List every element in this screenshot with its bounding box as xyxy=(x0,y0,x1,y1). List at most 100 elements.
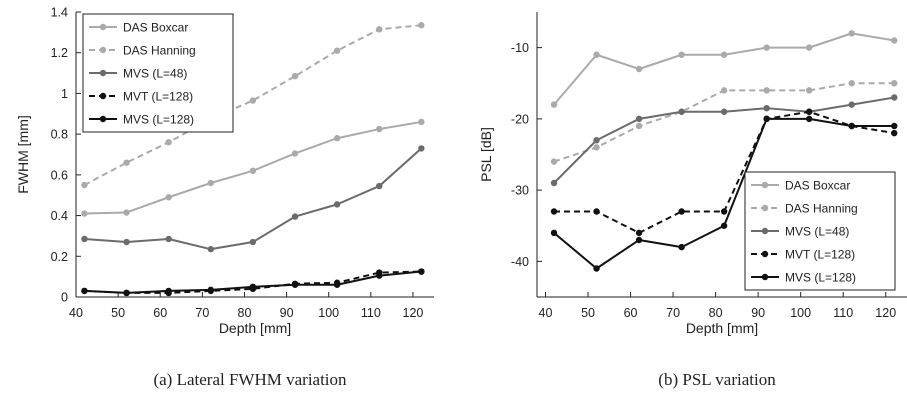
figure-caption: (a) Lateral FWHM variation xyxy=(153,370,347,389)
series-point xyxy=(720,108,728,115)
series-point xyxy=(720,87,728,94)
x-tick-label: 60 xyxy=(624,306,638,320)
series-point xyxy=(165,194,172,201)
series-point xyxy=(333,47,341,54)
series-point xyxy=(376,182,383,190)
series-point xyxy=(593,51,600,58)
series-point xyxy=(805,87,813,94)
series-point xyxy=(207,179,214,187)
legend-entry-label: MVT (L=128) xyxy=(785,248,855,262)
legend-marker xyxy=(99,46,107,54)
series-point xyxy=(376,26,383,33)
series-point xyxy=(848,122,855,130)
y-tick-label: 0.2 xyxy=(51,250,68,264)
x-tick-label: 50 xyxy=(111,306,125,320)
series-point xyxy=(207,245,214,253)
series-point xyxy=(635,65,643,73)
x-tick-label: 70 xyxy=(666,306,680,320)
y-tick-label: 0.4 xyxy=(51,209,68,223)
series-point xyxy=(81,210,88,217)
x-axis-label: Depth [mm] xyxy=(219,320,291,336)
legend-entry-label: MVS (L=128) xyxy=(123,113,194,127)
series-point xyxy=(81,287,88,295)
series-point xyxy=(550,179,558,187)
x-tick-label: 90 xyxy=(751,306,765,320)
series-point xyxy=(678,208,685,215)
y-tick-label: 0 xyxy=(61,291,68,305)
series-point xyxy=(891,80,898,87)
series-point xyxy=(763,104,770,112)
series-line-1 xyxy=(83,24,422,186)
series-point xyxy=(418,118,425,126)
y-tick-label: -40 xyxy=(511,255,529,269)
series-point xyxy=(593,265,600,272)
series-point xyxy=(550,158,558,165)
series-point xyxy=(635,115,643,123)
series-point xyxy=(720,208,728,215)
series-point xyxy=(805,108,813,115)
legend: DAS Boxcar DAS Hanning MVS (L=48) MVT (L=12… xyxy=(744,171,896,291)
psl-chart: 40 50 60 70 80 90 100 110 120 -40 -30 -20 -10 Depth [… xyxy=(478,12,907,389)
series-point xyxy=(891,94,898,101)
series-point xyxy=(635,236,643,244)
legend-entry-label: MVT (L=128) xyxy=(123,90,193,104)
y-tick-label: 1.4 xyxy=(51,6,68,20)
series-point xyxy=(763,87,770,94)
series-point xyxy=(249,97,257,104)
legend-marker xyxy=(761,204,769,212)
series-point xyxy=(805,44,813,51)
series-point xyxy=(376,272,383,279)
legend-marker xyxy=(761,273,769,281)
series-point xyxy=(123,209,130,216)
y-tick-label: 1 xyxy=(61,87,68,101)
legend-marker xyxy=(761,250,769,258)
series-point xyxy=(593,137,600,144)
series-point xyxy=(678,243,685,251)
y-tick-label: -30 xyxy=(511,184,529,198)
series-point xyxy=(81,235,88,243)
series-point xyxy=(123,159,130,166)
series-point xyxy=(418,268,425,275)
x-tick-label: 50 xyxy=(581,306,595,320)
y-axis-label: FWHM [mm] xyxy=(15,115,31,194)
series-point xyxy=(805,115,813,123)
series-point xyxy=(333,135,341,142)
series-point xyxy=(550,229,558,237)
y-axis-label: PSL [dB] xyxy=(478,127,494,182)
series-point xyxy=(763,115,770,123)
legend-marker xyxy=(99,23,107,31)
series-line-2 xyxy=(84,147,423,251)
series-point xyxy=(291,213,299,220)
x-tick-label: 120 xyxy=(403,306,424,320)
fwhm-chart: 40 50 60 70 80 90 100 110 120 0 0.2 0.4 0.6 0.8 1 1.2 1.… xyxy=(15,6,434,389)
x-tick-label: 100 xyxy=(318,306,339,320)
legend-marker xyxy=(761,227,769,235)
series-point xyxy=(291,72,299,80)
series-point xyxy=(81,181,88,189)
series-point xyxy=(333,281,341,288)
series-point xyxy=(891,129,898,137)
series-line-3 xyxy=(84,270,422,294)
series-point xyxy=(635,122,643,130)
legend-entry-label: MVS (L=48) xyxy=(123,67,187,81)
series-point xyxy=(165,139,172,146)
series-point xyxy=(291,150,299,157)
y-tick-label: -20 xyxy=(511,112,529,126)
x-tick-label: 120 xyxy=(875,306,896,320)
legend-marker xyxy=(99,92,107,100)
series-point xyxy=(678,108,685,115)
series-point xyxy=(123,238,130,246)
series-point xyxy=(333,201,341,208)
x-tick-label: 110 xyxy=(833,306,853,320)
legend-entry-label: DAS Boxcar xyxy=(785,179,850,193)
x-tick-label: 80 xyxy=(238,306,252,320)
x-tick-label: 100 xyxy=(790,306,811,320)
x-tick-label: 90 xyxy=(280,306,294,320)
x-tick-label: 40 xyxy=(539,306,553,320)
legend-entry-label: MVS (L=128) xyxy=(785,271,856,285)
legend-entry-label: MVS (L=48) xyxy=(785,225,849,239)
series-point xyxy=(848,101,855,108)
y-tick-label: 0.6 xyxy=(51,168,68,182)
legend-entry-label: DAS Hanning xyxy=(785,202,858,216)
